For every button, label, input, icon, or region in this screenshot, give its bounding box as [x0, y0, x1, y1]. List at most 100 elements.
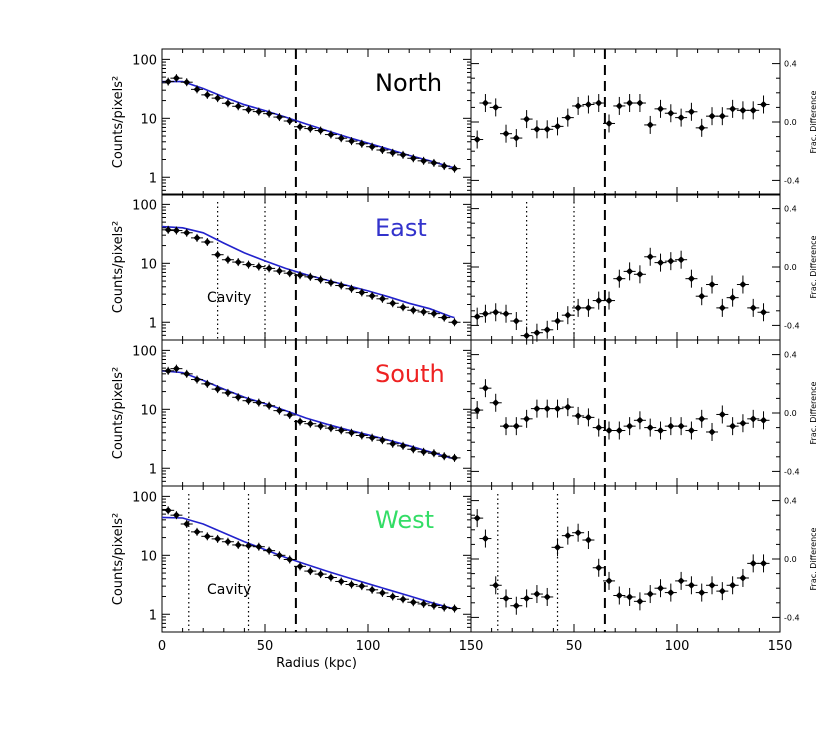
frac-tick-label: 0.0 [784, 118, 797, 127]
frac-point [564, 114, 572, 122]
frac-point [564, 403, 572, 411]
profile-point [317, 422, 325, 430]
frac-tick-label: 0.0 [784, 555, 797, 564]
profile-point [214, 251, 222, 259]
profile-point [409, 598, 417, 606]
y-tick-label: 1 [149, 316, 157, 331]
y-tick-label: 1 [149, 171, 157, 186]
frac-point [574, 102, 582, 110]
profile-point [317, 127, 325, 135]
frac-point [595, 424, 603, 432]
profile-point [420, 448, 428, 456]
frac-point [481, 384, 489, 392]
frac-point [636, 597, 644, 605]
frac-point [646, 424, 654, 432]
profile-point [183, 229, 191, 237]
frac-point [512, 317, 520, 325]
frac-point [502, 130, 510, 138]
frac-point [523, 115, 531, 123]
frac-point [492, 581, 500, 589]
x-tick-label: 100 [665, 639, 690, 654]
frac-point [533, 329, 541, 337]
profile-point [214, 535, 222, 543]
frac-point [554, 122, 562, 130]
y-tick-label: 100 [132, 198, 157, 213]
y-tick-label: 10 [140, 549, 157, 564]
frac-point [657, 584, 665, 592]
profile-point [193, 376, 201, 384]
frac-point [554, 317, 562, 325]
cavity-label: Cavity [207, 582, 251, 598]
frac-point [502, 310, 510, 318]
frac-point [657, 259, 665, 267]
profile-point [378, 146, 386, 154]
frac-point [698, 589, 706, 597]
y-tick-label: 100 [132, 490, 157, 505]
frac-point [729, 105, 737, 113]
profile-point [368, 586, 376, 594]
frac-point [718, 304, 726, 312]
frac-point [574, 304, 582, 312]
frac-point [667, 589, 675, 597]
frac-point [554, 543, 562, 551]
profile-point [430, 310, 438, 318]
profile-point [164, 367, 172, 375]
profile-point [245, 261, 253, 269]
profile-point [348, 429, 356, 437]
frac-point [698, 415, 706, 423]
profile-point [296, 271, 304, 279]
frac-point [564, 532, 572, 540]
frac-point [574, 529, 582, 537]
frac-tick-label: 0.0 [784, 263, 797, 272]
profile-point [420, 600, 428, 608]
frac-point [481, 535, 489, 543]
frac-point [729, 294, 737, 302]
profile-point [172, 365, 180, 373]
profile-point [265, 264, 273, 272]
profile-point [224, 99, 232, 107]
y-tick-label: 10 [140, 112, 157, 127]
frac-tick-label: -0.4 [784, 613, 800, 622]
profile-point [420, 157, 428, 165]
frac-point [636, 416, 644, 424]
frac-point [605, 119, 613, 127]
y-axis-title: Counts/pixels² [111, 513, 126, 606]
frac-point [657, 427, 665, 435]
frac-tick-label: 0.4 [784, 497, 797, 506]
frac-point [523, 594, 531, 602]
frac-point [749, 559, 757, 567]
frac-point [473, 313, 481, 321]
frac-point [481, 310, 489, 318]
frac-point [512, 422, 520, 430]
frac-point [554, 405, 562, 413]
frac-point [739, 106, 747, 114]
frac-point [492, 308, 500, 316]
profile-point [409, 445, 417, 453]
y-tick-label: 10 [140, 403, 157, 418]
profile-point [327, 279, 335, 287]
frac-point [760, 416, 768, 424]
profile-point [255, 263, 263, 271]
profile-point [378, 589, 386, 597]
profile-point [348, 580, 356, 588]
profile-point [389, 593, 397, 601]
profile-point [409, 154, 417, 162]
frac-point [760, 100, 768, 108]
frac-point [533, 125, 541, 133]
right-panel-frame [470, 193, 781, 341]
frac-axis-title: Frac. Difference [809, 90, 818, 153]
frac-point [473, 136, 481, 144]
frac-tick-label: 0.4 [784, 351, 797, 360]
frac-point [677, 577, 685, 585]
profile-point [306, 567, 314, 575]
profile-point [389, 299, 397, 307]
profile-point [172, 74, 180, 82]
profile-point [172, 511, 180, 519]
right-panel-frame [470, 485, 781, 633]
profile-point [214, 94, 222, 102]
profile-point [255, 108, 263, 116]
y-tick-label: 1 [149, 462, 157, 477]
frac-point [687, 108, 695, 116]
profile-point [440, 452, 448, 460]
frac-point [584, 536, 592, 544]
